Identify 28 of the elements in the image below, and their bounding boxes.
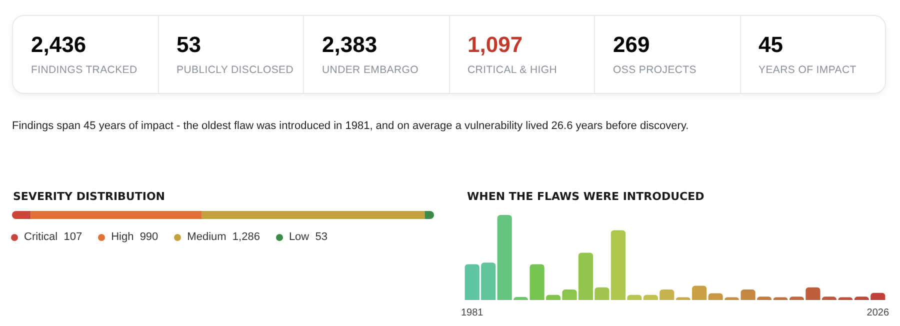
text: PUBLICLY DISCLOSED: [176, 64, 295, 76]
text: 45: [758, 32, 784, 58]
bar: [594, 287, 610, 300]
text: Low 53: [288, 231, 328, 243]
text: Findings span 45 years of impact - the oldest flaw was introduced in 1981, and on average a vulnerability lived 26.6 years before discovery.: [12, 120, 689, 132]
text: CRITICAL & HIGH: [468, 64, 558, 76]
text: Critical 107: [24, 231, 82, 243]
bar: [202, 211, 425, 219]
text: 2,383: [322, 32, 378, 58]
text: Medium 1,286: [187, 231, 260, 243]
chart-title: WHEN THE FLAWS WERE INTRODUCED: [467, 190, 704, 203]
x-tick-label: 2026: [866, 308, 890, 318]
bar: [660, 289, 674, 300]
x-tick-label: 1981: [460, 308, 484, 318]
text: YEARS OF IMPACT: [758, 64, 858, 76]
text: 269: [613, 32, 651, 58]
bar: [497, 215, 512, 300]
text: OSS PROJECTS: [613, 64, 698, 76]
text: FINDINGS TRACKED: [31, 64, 138, 76]
bar: [30, 211, 202, 219]
text: 2,436: [31, 32, 88, 58]
text: 1,097: [468, 32, 524, 58]
chart-title: SEVERITY DISTRIBUTION: [13, 190, 166, 203]
text: UNDER EMBARGO: [322, 64, 420, 76]
text: High 990: [111, 231, 158, 243]
text: 53: [176, 32, 202, 58]
bar: [643, 294, 658, 300]
bar: [12, 211, 31, 219]
